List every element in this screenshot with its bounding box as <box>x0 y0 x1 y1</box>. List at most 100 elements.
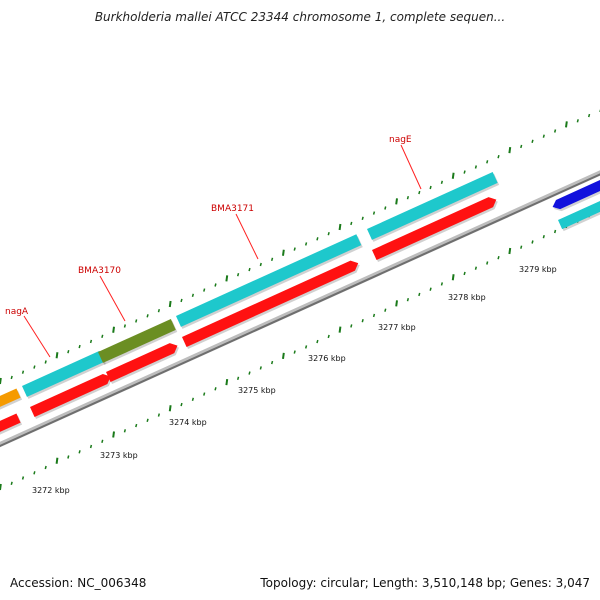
gene-label-BMA3171[interactable]: BMA3171 <box>211 204 254 214</box>
minor-tick <box>191 293 195 297</box>
minor-tick <box>236 376 240 380</box>
major-tick <box>225 378 229 386</box>
major-tick <box>0 483 2 491</box>
major-tick <box>451 274 455 281</box>
minor-tick <box>463 271 466 276</box>
feature-orange-partial[interactable] <box>0 388 21 414</box>
BMA3170-leader <box>99 275 126 322</box>
minor-tick <box>146 314 149 318</box>
major-tick <box>282 352 285 360</box>
minor-tick <box>21 370 25 374</box>
accession-text: Accession: NC_006348 <box>10 576 147 590</box>
minor-tick <box>293 247 296 251</box>
minor-tick <box>327 232 330 236</box>
minor-tick <box>78 450 81 454</box>
minor-tick <box>203 392 206 396</box>
major-tick <box>55 352 59 359</box>
kbp-label: 3275 kbp <box>238 386 276 395</box>
major-tick <box>508 146 512 154</box>
minor-tick <box>316 237 319 241</box>
minor-tick <box>293 350 296 354</box>
minor-tick <box>587 113 591 118</box>
minor-tick <box>440 282 444 286</box>
major-tick <box>168 405 172 412</box>
feature-BMA3170-olive[interactable] <box>98 318 176 363</box>
feature-right-cyan[interactable] <box>558 195 600 230</box>
major-tick <box>395 198 398 205</box>
feature-BMA3171-cyan[interactable] <box>176 234 362 327</box>
minor-tick <box>78 344 81 349</box>
minor-tick <box>440 180 444 184</box>
minor-tick <box>146 418 149 422</box>
major-tick <box>112 326 115 333</box>
minor-tick <box>520 245 523 249</box>
minor-tick <box>89 444 93 449</box>
major-tick <box>282 249 285 256</box>
minor-tick <box>542 134 545 138</box>
minor-tick <box>327 334 330 339</box>
nagE-leader <box>400 144 422 190</box>
minor-tick <box>429 287 432 291</box>
minor-tick <box>350 324 353 328</box>
minor-tick <box>361 216 364 220</box>
major-tick <box>338 223 342 231</box>
gene-label-nagE[interactable]: nagE <box>389 135 412 145</box>
minor-tick <box>384 206 387 210</box>
minor-tick <box>33 471 36 475</box>
topology-stats-text: Topology: circular; Length: 3,510,148 bp… <box>260 576 590 590</box>
minor-tick <box>101 334 104 338</box>
minor-tick <box>67 350 70 354</box>
gene-label-nagA[interactable]: nagA <box>5 307 29 317</box>
major-tick <box>0 377 2 385</box>
minor-tick <box>384 308 387 312</box>
minor-tick <box>406 196 410 200</box>
major-tick <box>112 431 115 438</box>
minor-tick <box>553 129 557 133</box>
major-tick <box>565 121 568 128</box>
minor-tick <box>10 481 13 485</box>
kbp-label: 3278 kbp <box>448 293 486 302</box>
kbp-label: 3273 kbp <box>100 451 138 460</box>
minor-tick <box>44 465 47 470</box>
minor-tick <box>123 429 127 433</box>
sequence-backbone <box>0 170 600 448</box>
minor-tick <box>304 345 308 349</box>
minor-tick <box>474 165 478 169</box>
gene-label-BMA3170[interactable]: BMA3170 <box>78 266 121 276</box>
minor-tick <box>180 402 183 407</box>
minor-tick <box>89 339 93 344</box>
major-tick <box>451 172 455 179</box>
minor-tick <box>497 155 500 159</box>
feature-right-blue[interactable] <box>552 175 600 210</box>
major-tick <box>55 457 59 464</box>
minor-tick <box>474 266 478 270</box>
feature-track <box>0 172 600 439</box>
minor-tick <box>33 365 36 369</box>
minor-tick <box>248 267 251 272</box>
kbp-label: 3276 kbp <box>308 354 346 363</box>
feature-BMA3170-red[interactable] <box>106 343 178 383</box>
minor-tick <box>67 455 70 459</box>
kbp-label: 3277 kbp <box>378 323 416 332</box>
major-tick <box>395 300 398 307</box>
feature-BMA3171-red[interactable] <box>182 260 359 348</box>
lower-tick-ruler <box>0 209 600 491</box>
minor-tick <box>157 413 161 417</box>
map-title: Burkholderia mallei ATCC 23344 chromosom… <box>94 10 506 24</box>
feature-nagE-red[interactable] <box>372 197 497 261</box>
minor-tick <box>316 339 319 344</box>
minor-tick <box>531 240 534 244</box>
upper-tick-ruler <box>0 109 600 385</box>
minor-tick <box>304 242 308 246</box>
minor-tick <box>372 313 376 318</box>
feature-nagA-cyan[interactable] <box>22 350 105 397</box>
minor-tick <box>520 144 523 149</box>
minor-tick <box>214 283 217 287</box>
minor-tick <box>101 439 104 443</box>
minor-tick <box>497 256 500 260</box>
feature-red-partial[interactable] <box>0 413 21 439</box>
feature-nagE-cyan[interactable] <box>367 172 498 240</box>
feature-nagA-red[interactable] <box>30 373 111 418</box>
minor-tick <box>10 375 13 380</box>
minor-tick <box>553 229 557 234</box>
